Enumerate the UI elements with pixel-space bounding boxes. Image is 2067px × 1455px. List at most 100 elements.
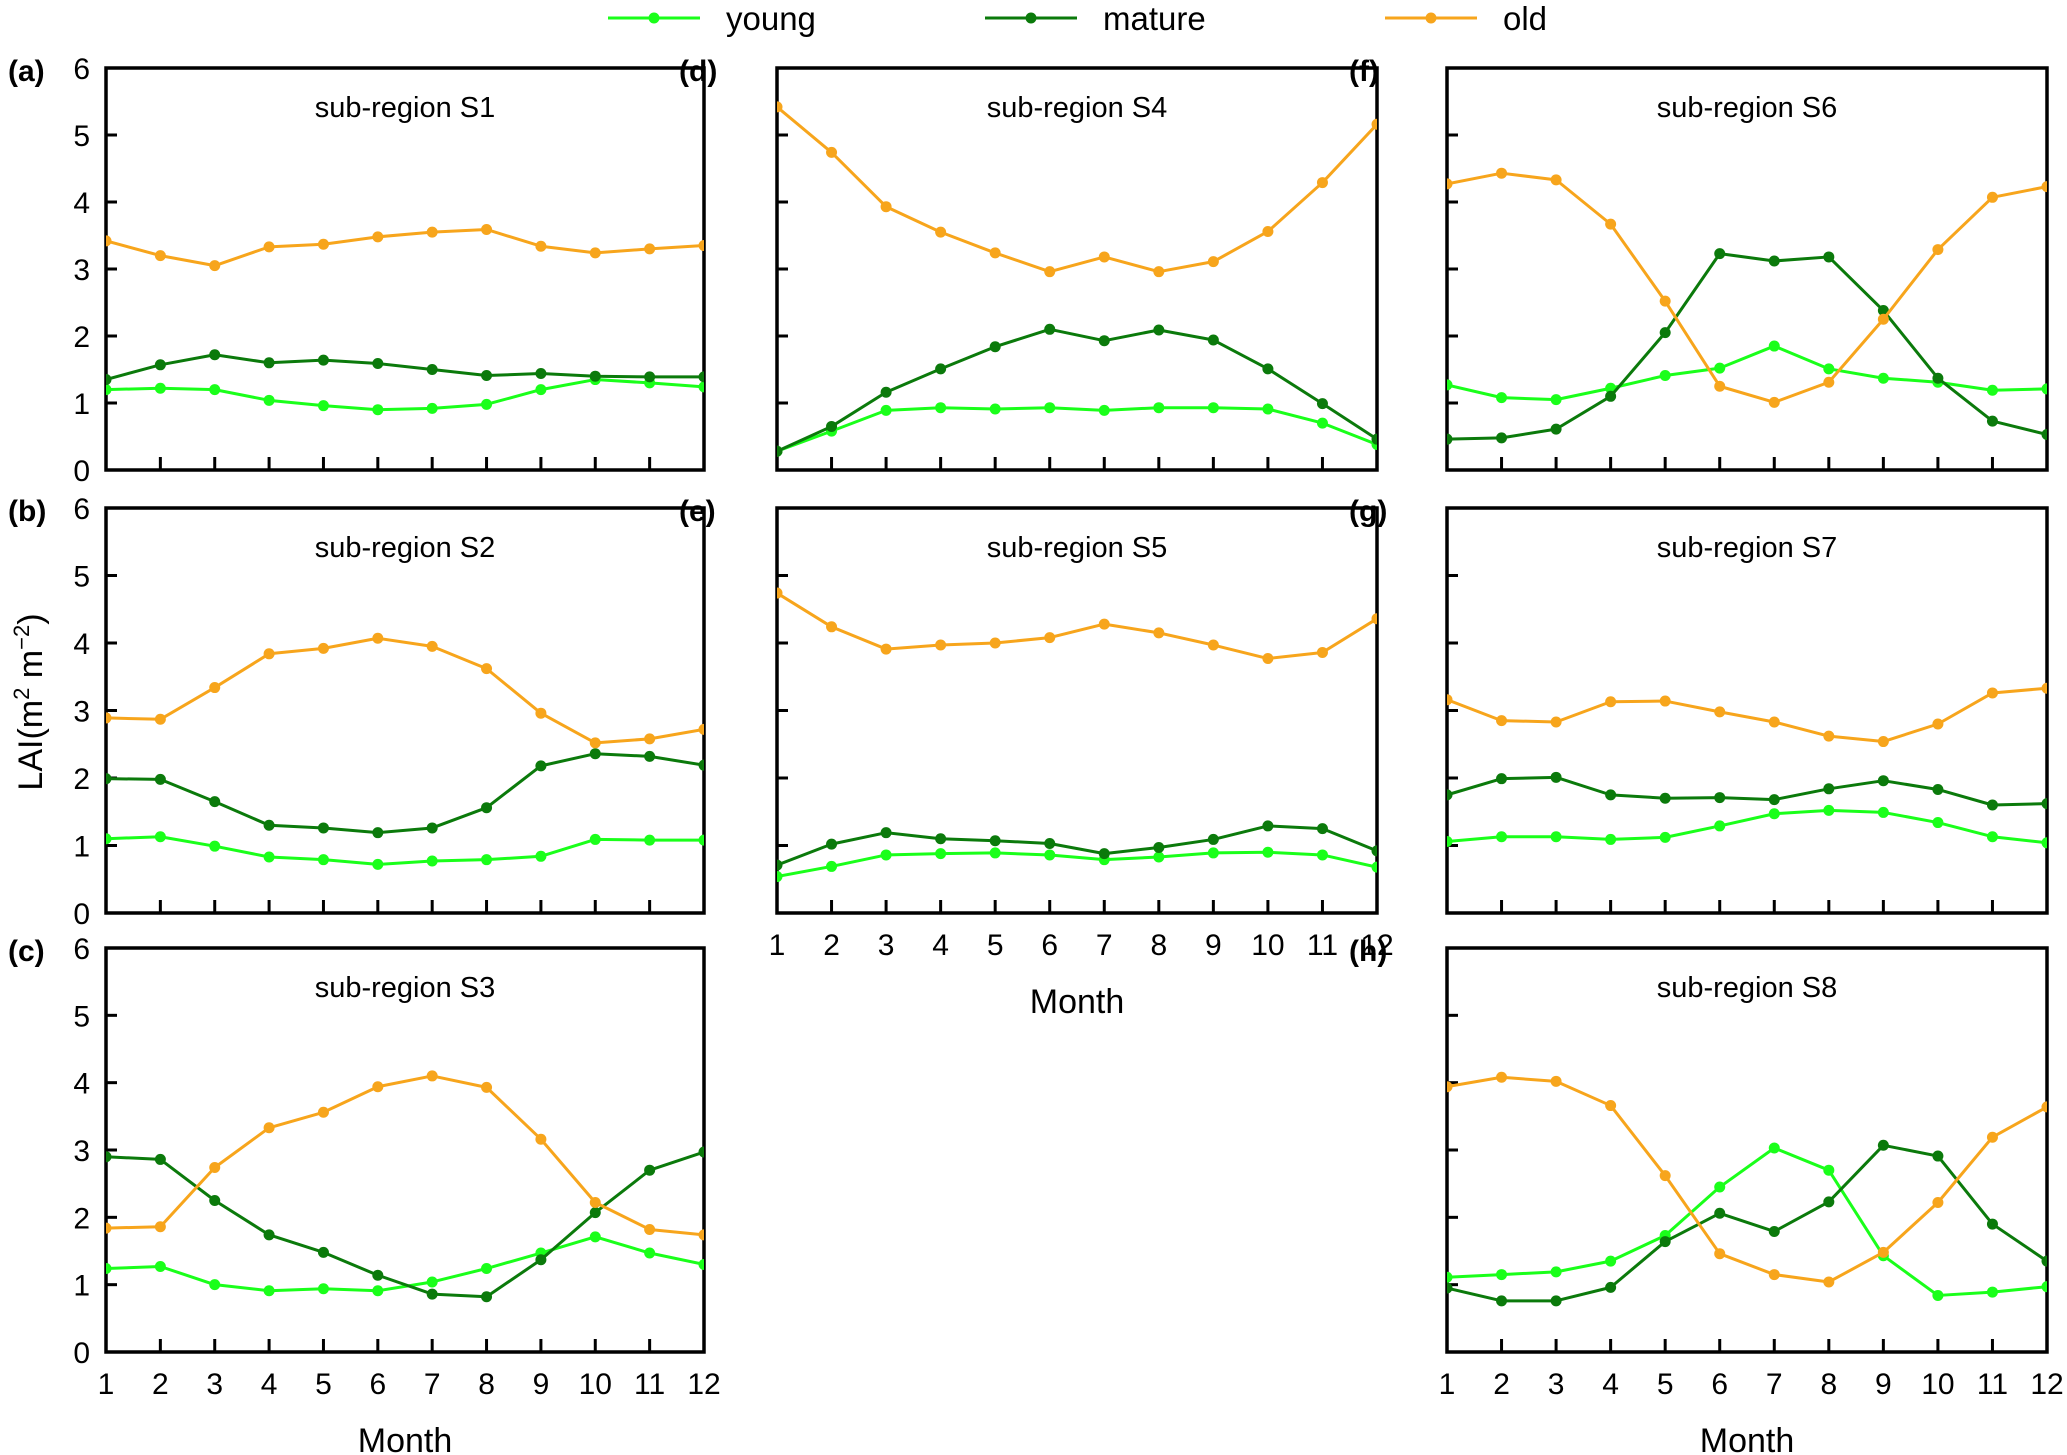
series-group — [106, 632, 704, 870]
plot-frame — [1445, 506, 2049, 915]
data-point-old — [1714, 1248, 1726, 1260]
plot-frame — [104, 506, 706, 915]
data-point-old — [1044, 266, 1056, 278]
data-point-old — [106, 712, 112, 724]
data-point-old — [1986, 1131, 1998, 1143]
x-tick-label: 10 — [1921, 1368, 1954, 1401]
data-point-mature — [426, 822, 438, 834]
data-point-old — [317, 238, 329, 250]
series-line-mature — [1447, 775, 2047, 807]
x-tick-label: 8 — [1820, 1368, 1837, 1401]
data-point-young — [1262, 846, 1274, 858]
data-point-mature — [1550, 1295, 1562, 1307]
data-point-old — [1768, 1269, 1780, 1281]
data-point-old — [263, 241, 275, 253]
data-point-mature — [880, 386, 892, 398]
series-group — [777, 101, 1377, 457]
data-point-old — [1447, 1081, 1453, 1093]
y-tick-label: 1 — [73, 831, 90, 864]
data-point-young — [1207, 402, 1219, 414]
panel-title: sub-region S5 — [987, 532, 1168, 564]
data-point-young — [935, 402, 947, 414]
data-point-mature — [826, 838, 838, 850]
data-point-old — [1496, 167, 1508, 179]
data-point-old — [1371, 613, 1377, 625]
data-point-mature — [481, 802, 493, 814]
data-point-old — [1550, 716, 1562, 728]
data-point-old — [1316, 177, 1328, 189]
data-point-mature — [154, 1153, 166, 1165]
data-point-mature — [209, 349, 221, 361]
data-point-mature — [698, 371, 704, 383]
data-point-young — [1447, 835, 1453, 847]
data-point-mature — [317, 822, 329, 834]
x-tick-label: 3 — [1548, 1368, 1565, 1401]
data-point-mature — [1371, 845, 1377, 857]
data-point-mature — [426, 364, 438, 375]
data-point-young — [1986, 384, 1998, 396]
x-tick-label: 6 — [369, 1368, 386, 1401]
data-point-old — [535, 1133, 547, 1145]
data-point-mature — [209, 796, 221, 808]
data-point-young — [1153, 402, 1165, 414]
series-line-old — [106, 636, 704, 745]
x-tick-label: 6 — [1711, 1368, 1728, 1401]
data-point-young — [1044, 849, 1056, 861]
x-tick-label: 3 — [878, 929, 895, 962]
data-point-mature — [263, 819, 275, 831]
data-point-mature — [1447, 1282, 1453, 1294]
series-group — [106, 223, 704, 416]
data-point-mature — [2041, 798, 2047, 810]
data-point-mature — [2041, 428, 2047, 440]
x-tick-label: 7 — [1766, 1368, 1783, 1401]
data-point-mature — [1877, 775, 1889, 787]
data-point-old — [263, 648, 275, 660]
data-point-mature — [1098, 335, 1110, 347]
x-tick-label: 1 — [98, 1368, 115, 1401]
data-point-mature — [935, 833, 947, 845]
data-point-young — [1659, 370, 1671, 382]
y-tick-label: 0 — [73, 898, 90, 931]
data-point-young — [1823, 804, 1835, 816]
data-point-mature — [1986, 1218, 1998, 1230]
data-point-mature — [589, 748, 601, 760]
x-tick-label: 8 — [1150, 929, 1167, 962]
x-tick-label: 12 — [1360, 929, 1393, 962]
data-point-old — [1768, 716, 1780, 728]
data-point-young — [1496, 831, 1508, 843]
data-point-mature — [106, 773, 112, 785]
legend-label: mature — [1103, 0, 1206, 37]
legend-swatch-marker — [648, 12, 660, 24]
data-point-old — [1496, 1071, 1508, 1083]
data-point-mature — [989, 341, 1001, 353]
data-point-young — [698, 1258, 704, 1270]
data-point-young — [1605, 833, 1617, 845]
data-point-mature — [1605, 1281, 1617, 1293]
data-point-mature — [106, 1151, 112, 1163]
data-point-old — [481, 663, 493, 675]
x-axis-title: Month — [1030, 983, 1125, 1021]
panel-title: sub-region S7 — [1657, 532, 1838, 564]
data-point-mature — [644, 750, 656, 762]
data-point-old — [1153, 266, 1165, 278]
x-tick-label: 9 — [1875, 1368, 1892, 1401]
data-point-young — [698, 381, 704, 393]
data-point-young — [1496, 1269, 1508, 1281]
data-point-young — [535, 384, 547, 396]
data-point-mature — [589, 370, 601, 382]
y-tick-label: 3 — [73, 254, 90, 287]
panel-letter: (b) — [8, 495, 46, 528]
data-point-old — [1986, 191, 1998, 203]
data-point-young — [2041, 1281, 2047, 1293]
data-point-mature — [2041, 1255, 2047, 1267]
data-point-old — [2041, 1101, 2047, 1113]
x-tick-label: 8 — [478, 1368, 495, 1401]
data-point-old — [1659, 295, 1671, 307]
data-point-young — [1714, 362, 1726, 374]
series-group — [1447, 167, 2047, 445]
series-line-old — [106, 227, 704, 268]
data-point-old — [106, 235, 112, 247]
data-point-mature — [1659, 792, 1671, 804]
data-point-old — [1447, 178, 1453, 190]
data-point-old — [698, 1229, 704, 1241]
